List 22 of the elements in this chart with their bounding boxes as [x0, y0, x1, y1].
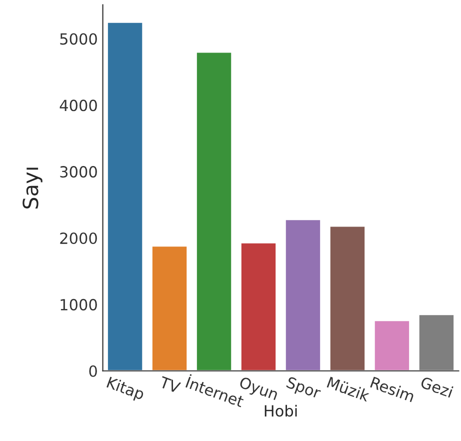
x-tick-label: TV: [158, 376, 182, 394]
y-tick-label: 5000: [60, 33, 97, 45]
bar: [284, 218, 322, 371]
bar: [151, 245, 188, 371]
bar: [418, 314, 455, 371]
x-tick-label: Spor: [284, 376, 322, 402]
bar: [240, 242, 277, 371]
x-tick-label: Gezi: [420, 376, 454, 398]
y-tick-label: 3000: [60, 166, 97, 178]
x-tick-label: Müzik: [326, 376, 371, 402]
bar: [373, 320, 410, 371]
y-tick-label: 0: [89, 365, 97, 377]
x-tick-label: Kitap: [105, 376, 146, 403]
y-tick-label: 2000: [60, 232, 97, 244]
bar: [106, 21, 144, 371]
y-tick-label: 4000: [60, 100, 97, 112]
x-tick-label: Resim: [370, 376, 416, 402]
bar: [196, 51, 233, 371]
x-axis-title: Hobi: [264, 404, 297, 417]
y-axis-title: Sayı: [22, 168, 42, 209]
y-tick-label: 1000: [60, 298, 97, 310]
bar: [328, 225, 366, 371]
